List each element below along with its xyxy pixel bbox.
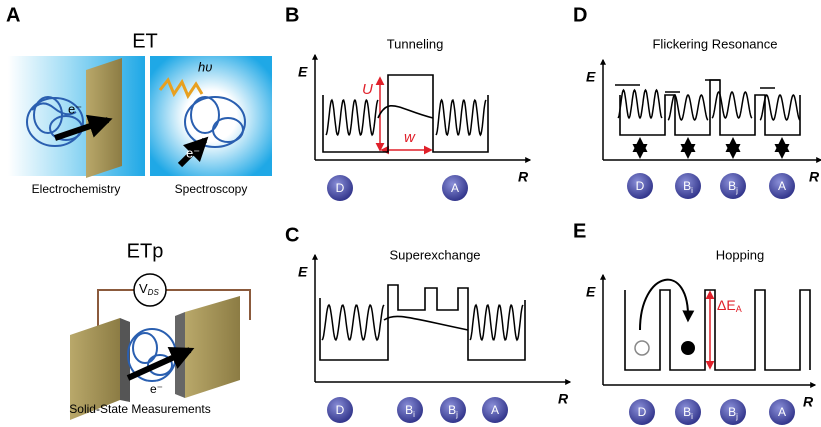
site-label: D	[638, 405, 647, 419]
page: {"panel_a": {"letter": "A", "title": "ET…	[0, 0, 821, 427]
site-name: B	[448, 403, 456, 417]
activation-sub: A	[736, 304, 742, 314]
site-subscript: j	[735, 412, 738, 421]
site-subscript: i	[413, 410, 415, 419]
wavefunction	[712, 92, 752, 118]
site-name: B	[683, 179, 691, 193]
site-name: A	[778, 405, 786, 419]
site-name: B	[728, 405, 736, 419]
site-subscript: j	[455, 410, 458, 419]
x-axis-label: R	[803, 394, 814, 410]
decay-curve	[384, 316, 468, 330]
panel-letter: E	[573, 220, 586, 242]
site-subscript: j	[735, 186, 738, 195]
site-name: D	[336, 403, 345, 417]
site-name: B	[405, 403, 413, 417]
site-label: A	[778, 405, 786, 419]
figure: A ET e⁻ hυ e⁻ Electrochemistry Spectrosc…	[0, 0, 821, 427]
activation: ΔE	[717, 297, 736, 313]
site-name: A	[451, 181, 459, 195]
x-axis-label: R	[558, 391, 569, 407]
panel-letter: B	[285, 4, 299, 26]
electron-label: e⁻	[186, 145, 200, 160]
wavefunction	[436, 100, 486, 135]
activation-label: ΔEA	[717, 297, 742, 315]
site-name: B	[683, 405, 691, 419]
electron-label: e⁻	[150, 382, 163, 396]
panel-title: Hopping	[716, 247, 764, 262]
site-label: D	[336, 403, 345, 417]
caption: Electrochemistry	[32, 182, 121, 196]
panel-letter: D	[573, 4, 587, 26]
y-axis-label: E	[298, 264, 308, 280]
site-name: A	[491, 403, 499, 417]
wavefunction	[322, 305, 384, 340]
hop-arrow	[640, 280, 688, 330]
y-axis-label: E	[586, 69, 596, 85]
site-name: B	[728, 179, 736, 193]
voltage-sub: DS	[148, 288, 160, 297]
panel-title: Flickering Resonance	[652, 36, 777, 51]
barrier-height-label: U	[362, 81, 373, 98]
x-axis-label: R	[809, 169, 820, 185]
empty-site	[635, 341, 649, 355]
y-axis-label: E	[586, 284, 596, 300]
voltage: V	[139, 281, 148, 296]
site-label: A	[778, 179, 786, 193]
site-name: D	[636, 179, 645, 193]
decay-curve	[378, 106, 433, 118]
site-label: D	[336, 181, 345, 195]
electron	[681, 341, 695, 355]
wavefunction	[326, 100, 378, 135]
panel-title: ETp	[127, 240, 164, 262]
potential	[320, 285, 525, 360]
site-name: D	[336, 181, 345, 195]
wavefunction	[618, 90, 662, 118]
site-subscript: i	[691, 412, 693, 421]
energy-level	[615, 80, 775, 92]
caption: Spectroscopy	[175, 182, 248, 196]
electrode	[86, 58, 122, 178]
panel-letter: C	[285, 224, 299, 246]
site-name: A	[778, 179, 786, 193]
site-label: A	[451, 181, 459, 195]
wavefunction	[760, 95, 800, 120]
site-subscript: i	[691, 186, 693, 195]
panel-letter: A	[6, 4, 20, 26]
panel-title: Tunneling	[387, 36, 444, 51]
y-axis-label: E	[298, 64, 308, 80]
photon-label: hυ	[198, 59, 212, 74]
panel-title: Superexchange	[389, 247, 480, 262]
barrier-width-label: w	[404, 129, 416, 146]
site-name: D	[638, 405, 647, 419]
electron-label: e⁻	[68, 101, 82, 116]
site-label: A	[491, 403, 499, 417]
wavefunction	[470, 305, 523, 340]
x-axis-label: R	[518, 169, 529, 185]
caption: Solid-State Measurements	[69, 402, 210, 416]
wavefunction	[668, 95, 708, 120]
panel-title: ET	[132, 30, 158, 52]
electrode	[185, 296, 240, 398]
site-label: D	[636, 179, 645, 193]
